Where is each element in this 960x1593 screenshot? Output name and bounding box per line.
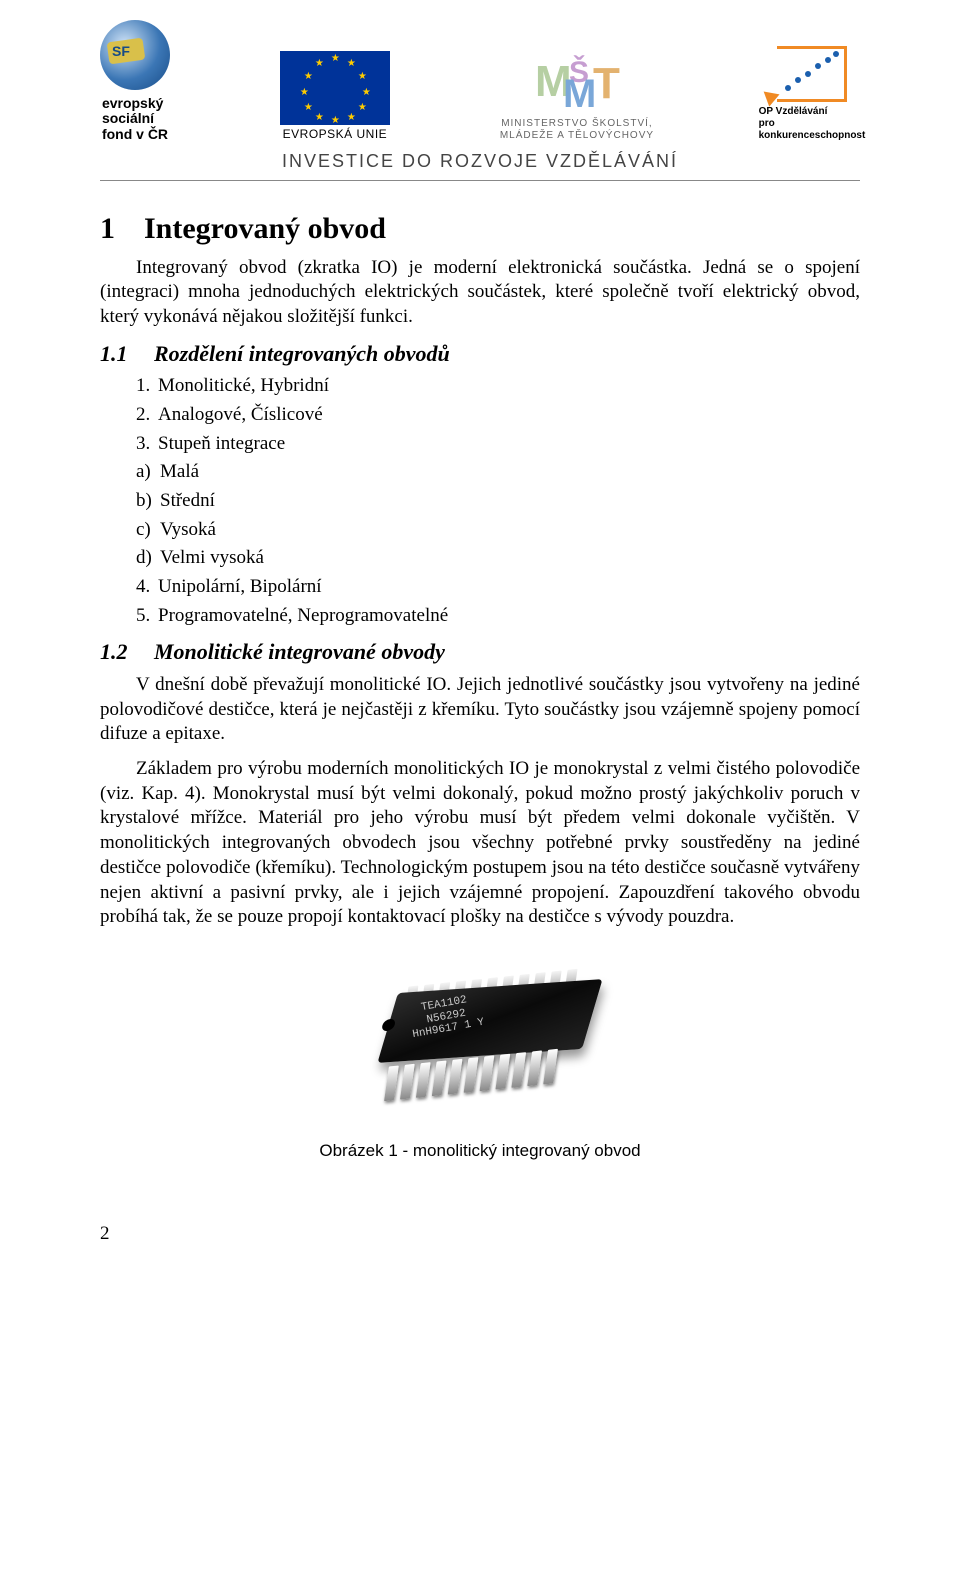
- subsection-1-1-title: Rozdělení integrovaných obvodů: [154, 341, 450, 366]
- opvk-logo: OP Vzdělávání pro konkurenceschopnost: [764, 46, 860, 142]
- subsection-1-2-title: Monolitické integrované obvody: [154, 639, 445, 664]
- msmt-logo: MŠMT MINISTERSTVO ŠKOLSTVÍ, MLÁDEŽE A TĚ…: [500, 60, 654, 142]
- list-item: 4.Unipolární, Bipolární: [136, 575, 860, 600]
- list-item: c)Vysoká: [136, 518, 860, 543]
- esf-line1: evropský: [102, 96, 168, 111]
- msmt-caption: MINISTERSTVO ŠKOLSTVÍ, MLÁDEŽE A TĚLOVÝC…: [500, 118, 654, 142]
- classification-list-part1: 1.Monolitické, Hybridní 2.Analogové, Čís…: [100, 374, 860, 456]
- figure-1-caption: Obrázek 1 - monolitický integrovaný obvo…: [100, 1140, 860, 1162]
- subsection-1-1-heading: 1.1Rozdělení integrovaných obvodů: [100, 340, 860, 369]
- esf-label: evropský sociální fond v ČR: [102, 96, 168, 142]
- subsection-1-2-heading: 1.2Monolitické integrované obvody: [100, 638, 860, 667]
- section-1-heading: 1Integrovaný obvod: [100, 209, 860, 248]
- subsection-1-2-number: 1.2: [100, 638, 154, 667]
- esf-line3: fond v ČR: [102, 127, 168, 142]
- eu-caption: EVROPSKÁ UNIE: [283, 127, 388, 143]
- classification-list-part2: 4.Unipolární, Bipolární 5.Programovateln…: [100, 575, 860, 628]
- section-1-title: Integrovaný obvod: [144, 212, 386, 245]
- integration-level-sublist: a)Malá b)Střední c)Vysoká d)Velmi vysoká: [100, 460, 860, 571]
- opvk-line2: pro konkurenceschopnost: [759, 118, 866, 142]
- list-item: a)Malá: [136, 460, 860, 485]
- eu-flag-icon: ★ ★ ★ ★ ★ ★ ★ ★ ★ ★ ★ ★: [280, 51, 390, 125]
- subsection-1-1-number: 1.1: [100, 340, 154, 369]
- monolithic-paragraph-1: V dnešní době převažují monolitické IO. …: [100, 673, 860, 747]
- intro-paragraph: Integrovaný obvod (zkratka IO) je modern…: [100, 256, 860, 330]
- esf-icon: SF: [100, 20, 170, 90]
- list-item: b)Střední: [136, 489, 860, 514]
- funding-logos-row: SF evropský sociální fond v ČR ★ ★ ★ ★ ★…: [100, 20, 860, 142]
- figure-1: TEA1102 N56292 HnH9617 1 Y Obrázek 1 - m…: [100, 966, 860, 1162]
- msmt-icon: MŠMT: [535, 60, 619, 116]
- dip-chip-icon: TEA1102 N56292 HnH9617 1 Y: [350, 966, 610, 1116]
- esf-line2: sociální: [102, 111, 168, 126]
- list-item: 5.Programovatelné, Neprogramovatelné: [136, 604, 860, 629]
- banner-rule: [100, 180, 860, 181]
- monolithic-paragraph-2: Základem pro výrobu moderních monolitick…: [100, 757, 860, 930]
- list-item: 2.Analogové, Číslicové: [136, 403, 860, 428]
- opvk-caption: OP Vzdělávání pro konkurenceschopnost: [759, 106, 866, 142]
- esf-logo: SF evropský sociální fond v ČR: [100, 20, 170, 142]
- opvk-line1: OP Vzdělávání: [759, 106, 866, 118]
- msmt-line1: MINISTERSTVO ŠKOLSTVÍ,: [500, 118, 654, 130]
- opvk-icon: [777, 46, 847, 102]
- banner-text: INVESTICE DO ROZVOJE VZDĚLÁVÁNÍ: [100, 150, 860, 173]
- eu-logo: ★ ★ ★ ★ ★ ★ ★ ★ ★ ★ ★ ★ EVROPSKÁ UNIE: [280, 51, 390, 143]
- section-1-number: 1: [100, 209, 144, 248]
- list-item: 3.Stupeň integrace: [136, 432, 860, 457]
- page-number: 2: [100, 1222, 860, 1247]
- msmt-line2: MLÁDEŽE A TĚLOVÝCHOVY: [500, 130, 654, 142]
- list-item: 1.Monolitické, Hybridní: [136, 374, 860, 399]
- list-item: d)Velmi vysoká: [136, 546, 860, 571]
